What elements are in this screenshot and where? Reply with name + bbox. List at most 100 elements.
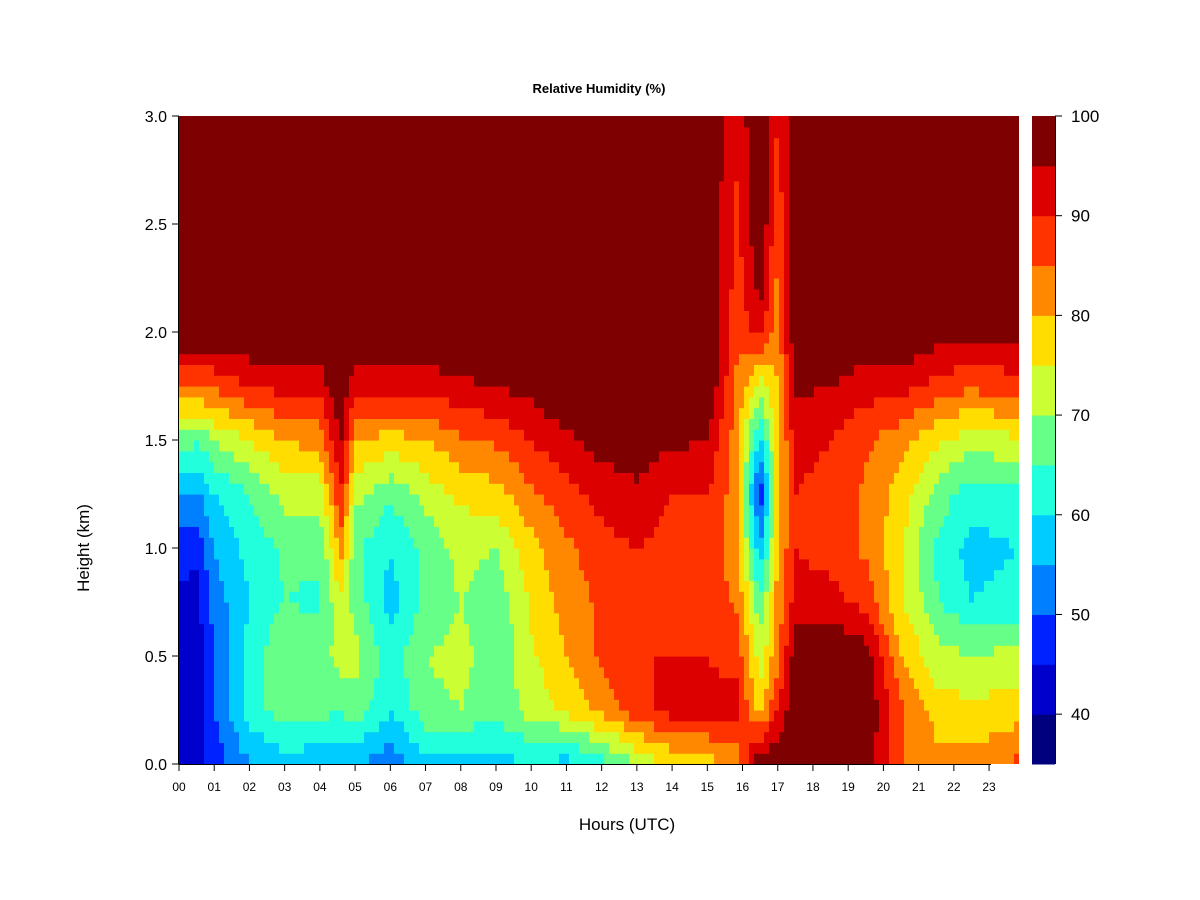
heatmap-cell [484, 688, 490, 700]
heatmap-cell [269, 148, 275, 160]
heatmap-cell [234, 159, 240, 171]
heatmap-cell [504, 677, 510, 689]
heatmap-cell [359, 256, 365, 268]
heatmap-cell [349, 299, 355, 311]
heatmap-cell [409, 483, 415, 495]
heatmap-cell [439, 332, 445, 344]
heatmap-cell [559, 429, 565, 441]
heatmap-cell [374, 666, 380, 679]
heatmap-cell [394, 720, 400, 733]
heatmap-cell [199, 170, 205, 182]
heatmap-cell [359, 515, 365, 527]
heatmap-cell [289, 224, 295, 236]
heatmap-cell [399, 450, 405, 463]
heatmap-cell [544, 753, 550, 764]
heatmap-cell [464, 537, 470, 549]
heatmap-cell [454, 504, 460, 517]
heatmap-cell [404, 591, 410, 603]
heatmap-cell [494, 634, 500, 646]
heatmap-cell [419, 299, 425, 311]
heatmap-cell [529, 677, 535, 689]
heatmap-cell [284, 234, 290, 247]
heatmap-cell [194, 137, 200, 149]
heatmap-cell [244, 180, 250, 193]
heatmap-cell [189, 472, 195, 484]
heatmap-cell [264, 332, 270, 344]
heatmap-cell [274, 267, 280, 279]
heatmap-cell [534, 375, 540, 387]
heatmap-cell [294, 267, 300, 279]
heatmap-cell [284, 202, 290, 214]
heatmap-cell [559, 202, 565, 214]
heatmap-cell [444, 515, 450, 527]
heatmap-cell [249, 148, 255, 160]
heatmap-cell [309, 591, 315, 603]
heatmap-cell [184, 256, 190, 268]
heatmap-cell [244, 418, 250, 430]
heatmap-cell [214, 256, 220, 268]
heatmap-cell [399, 666, 405, 679]
heatmap-cell [434, 256, 440, 268]
heatmap-cell [379, 299, 385, 311]
heatmap-cell [339, 429, 345, 441]
heatmap-cell [484, 288, 490, 301]
heatmap-cell [364, 612, 370, 625]
heatmap-cell [209, 256, 215, 268]
heatmap-cell [449, 645, 455, 657]
heatmap-cell [504, 483, 510, 495]
heatmap-cell [349, 699, 355, 711]
heatmap-cell [279, 656, 285, 668]
heatmap-cell [344, 386, 350, 398]
heatmap-cell [334, 537, 340, 549]
heatmap-cell [179, 375, 185, 387]
heatmap-cell [444, 429, 450, 441]
heatmap-cell [544, 623, 550, 635]
heatmap-cell [454, 623, 460, 635]
heatmap-cell [254, 170, 260, 182]
heatmap-cell [194, 753, 200, 764]
heatmap-cell [214, 558, 220, 571]
heatmap-cell [584, 731, 590, 743]
heatmap-cell [534, 720, 540, 733]
heatmap-cell [459, 202, 465, 214]
heatmap-cell [564, 224, 570, 236]
heatmap-cell [439, 548, 445, 560]
heatmap-cell [319, 742, 325, 754]
heatmap-cell [429, 450, 435, 463]
heatmap-cell [209, 666, 215, 679]
heatmap-cell [449, 224, 455, 236]
heatmap-cell [514, 202, 520, 214]
heatmap-cell [574, 418, 580, 430]
heatmap-cell [399, 418, 405, 430]
heatmap-cell [389, 353, 395, 365]
heatmap-cell [284, 386, 290, 398]
heatmap-cell [244, 245, 250, 257]
heatmap-cell [554, 515, 560, 527]
heatmap-cell [514, 137, 520, 149]
heatmap-cell [394, 731, 400, 743]
heatmap-cell [394, 342, 400, 355]
heatmap-cell [289, 321, 295, 333]
heatmap-cell [444, 623, 450, 635]
heatmap-cell [429, 699, 435, 711]
heatmap-cell [364, 159, 370, 171]
heatmap-cell [464, 440, 470, 452]
heatmap-cell [229, 116, 235, 128]
heatmap-cell [204, 170, 210, 182]
heatmap-cell [499, 569, 505, 581]
heatmap-cell [469, 407, 475, 419]
heatmap-cell [334, 483, 340, 495]
heatmap-cell [394, 688, 400, 700]
heatmap-cell [184, 116, 190, 128]
heatmap-cell [189, 224, 195, 236]
heatmap-cell [389, 180, 395, 193]
heatmap-cell [589, 407, 595, 419]
heatmap-cell [359, 710, 365, 722]
heatmap-cell [304, 742, 310, 754]
heatmap-cell [559, 720, 565, 733]
heatmap-cell [444, 591, 450, 603]
heatmap-cell [464, 483, 470, 495]
heatmap-cell [354, 364, 360, 376]
heatmap-cell [204, 526, 210, 538]
heatmap-cell [589, 591, 595, 603]
